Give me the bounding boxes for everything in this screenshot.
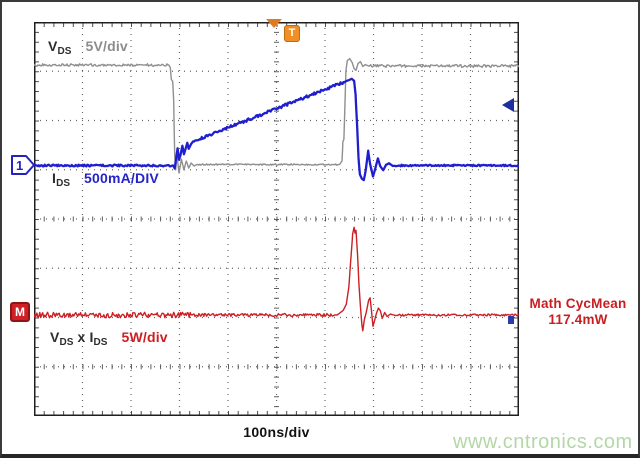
math-channel-marker-icon: M [10,302,30,322]
vds-channel-label: VDS 5V/div [48,38,128,57]
trigger-position-marker-icon [266,19,282,28]
power-subscript-v: DS [59,337,74,348]
trigger-badge-icon: T [284,25,300,42]
ids-channel-label: IDS 500mA/DIV [52,170,159,189]
ids-subscript: DS [56,178,70,189]
timebase-label: 100ns/div [243,424,310,440]
power-symbol-i: I [89,329,94,345]
channel-1-marker-icon: 1 [11,155,35,175]
power-operator: x [77,329,86,345]
waveform-plot-area [34,22,519,416]
trigger-level-arrow-icon [502,98,514,112]
power-scale-text: 5W/div [121,329,168,345]
vds-symbol: V [48,38,58,54]
power-channel-label: VDS x IDS 5W/div [50,329,168,348]
watermark-text: www.cntronics.com [453,431,633,453]
ids-scale-text: 500mA/DIV [84,170,159,186]
ids-symbol: I [52,170,57,186]
vds-scale-text: 5V/div [85,38,128,54]
power-symbol-v: V [50,329,60,345]
math-position-marker-icon [508,316,514,324]
vds-subscript: DS [57,46,72,57]
math-cycmean-readout: Math CycMean 117.4mW [516,296,638,328]
math-readout-title: Math CycMean [529,296,627,311]
power-subscript-i: DS [93,337,108,348]
scope-graticule-and-traces [34,22,519,416]
channel-1-marker-label: 1 [16,158,23,173]
math-readout-value: 117.4mW [548,312,608,327]
